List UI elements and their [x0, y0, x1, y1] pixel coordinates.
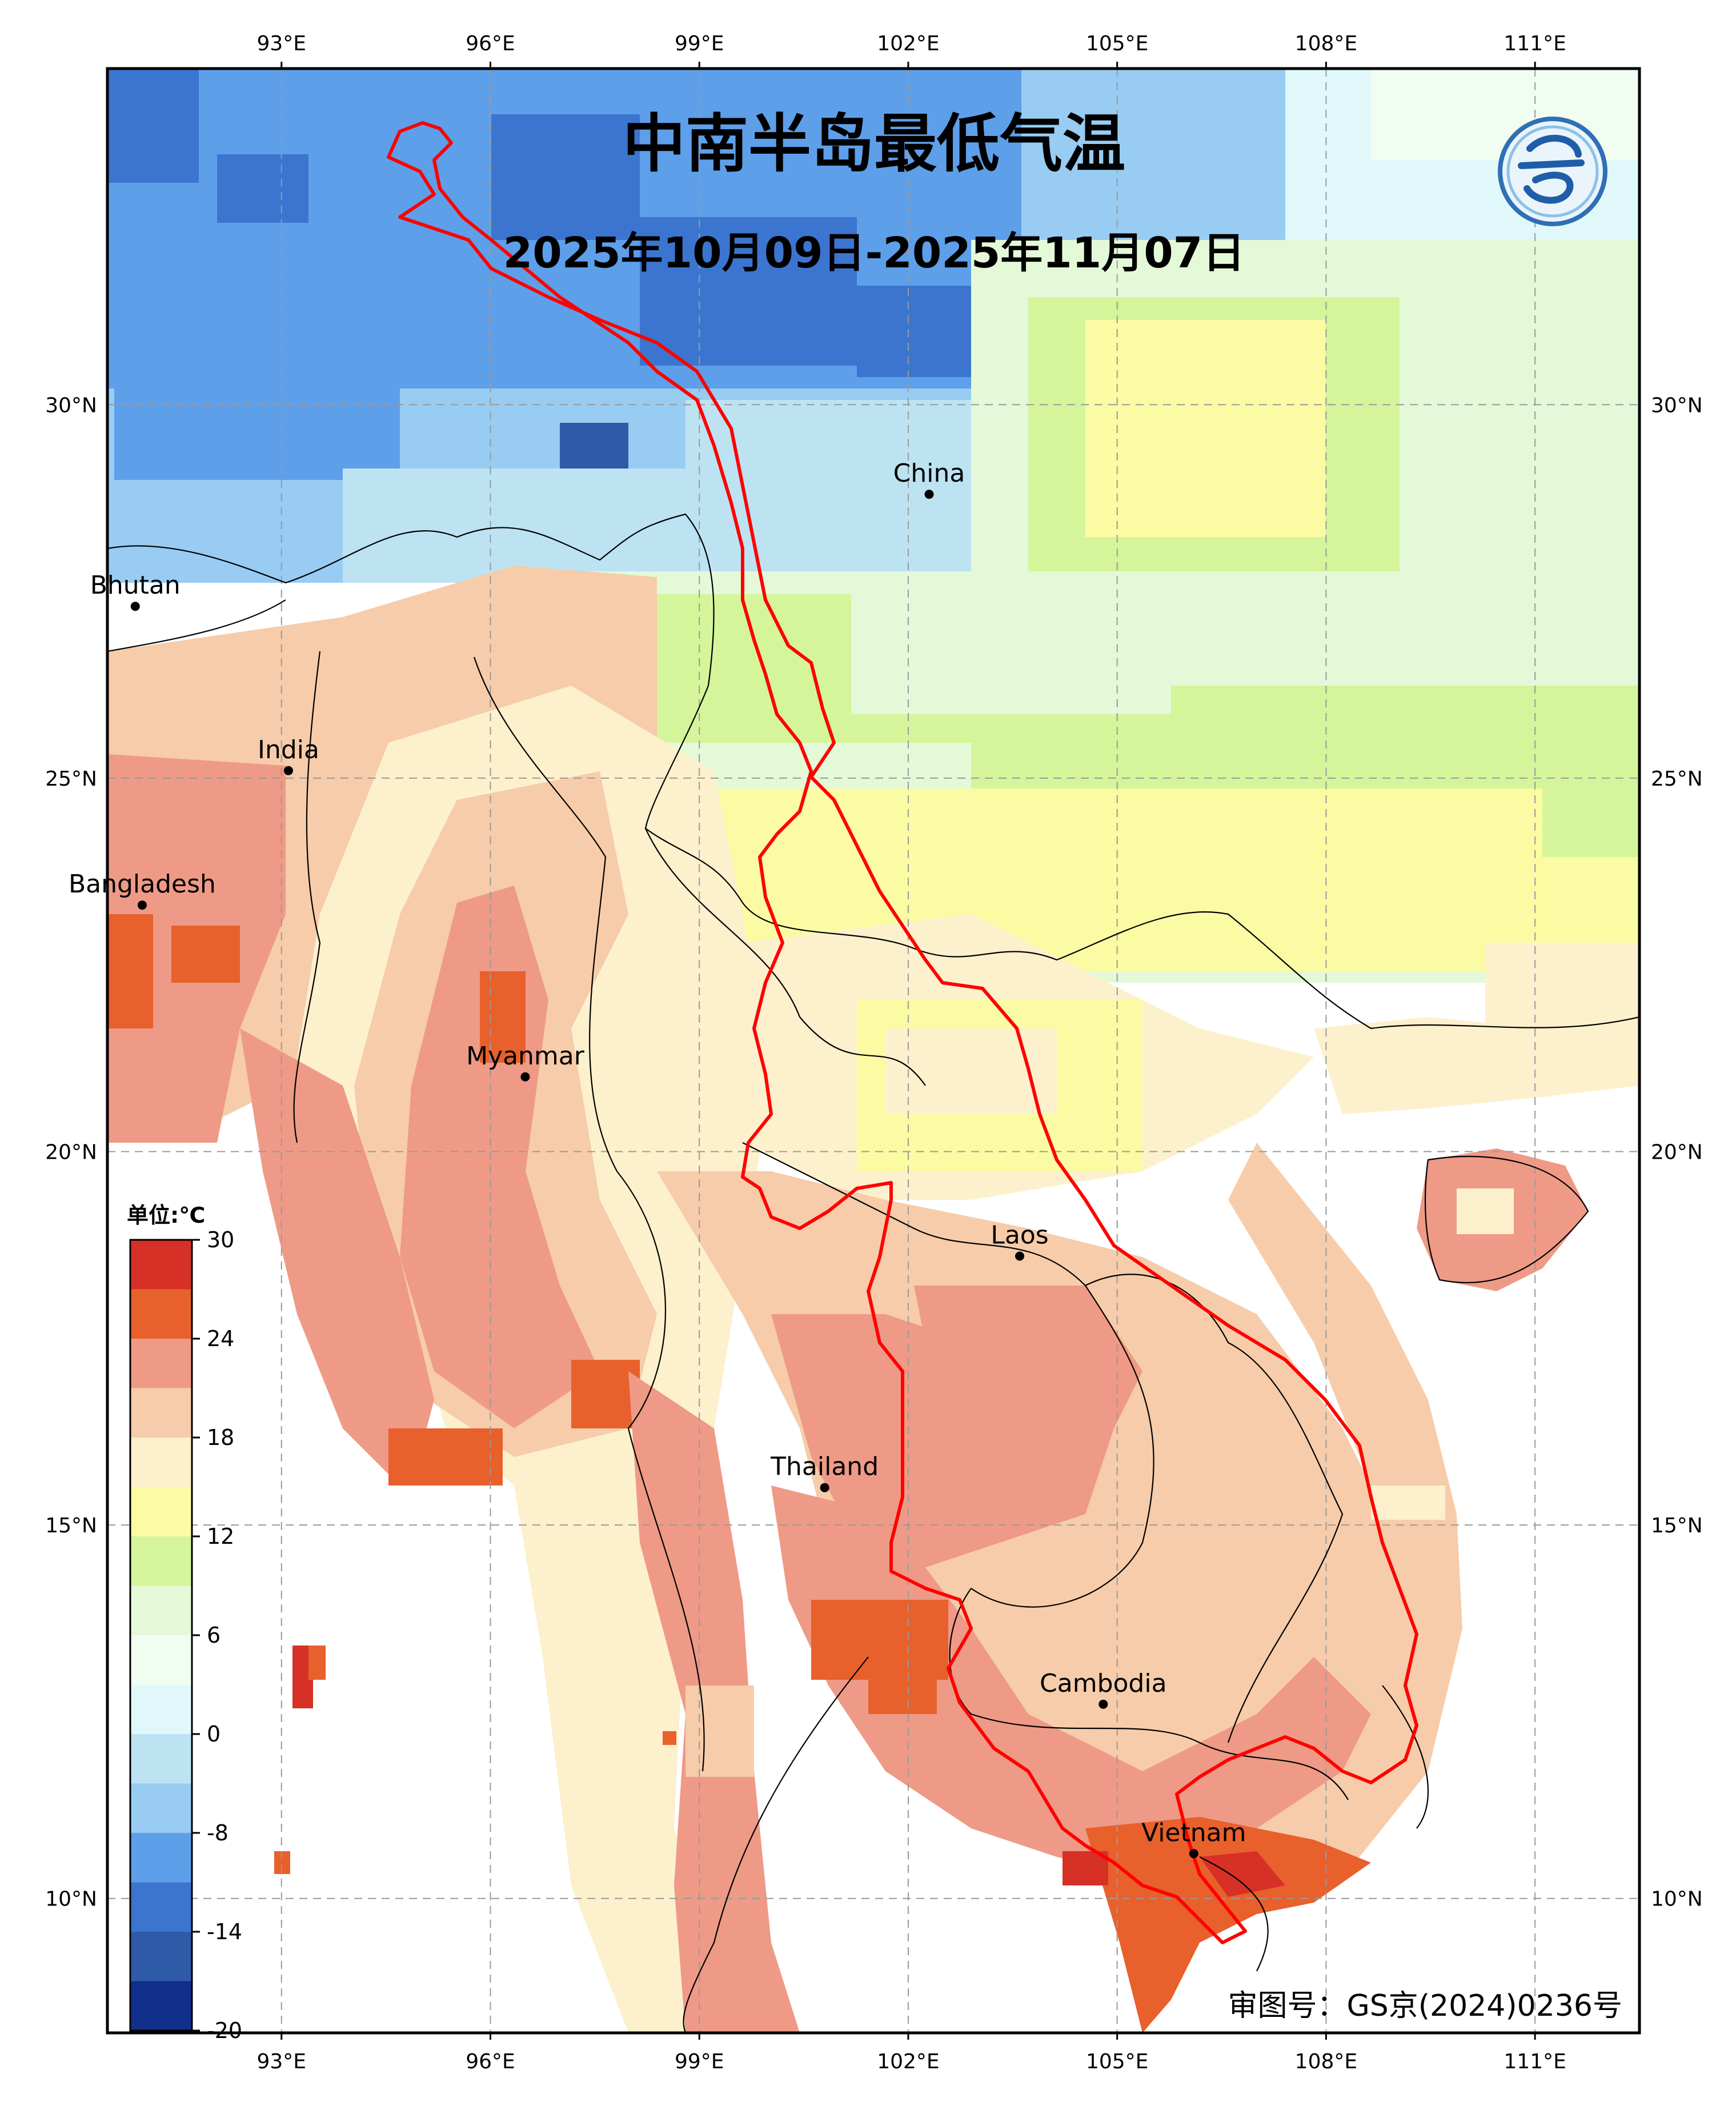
colorbar-swatch — [130, 1635, 192, 1685]
country-borders — [107, 513, 1639, 2033]
lat-tick-right: 25°N — [1651, 767, 1703, 791]
place-dot — [283, 766, 293, 775]
lon-tick-top: 111°E — [1504, 32, 1566, 55]
lat-tick-right: 15°N — [1651, 1514, 1703, 1538]
colorbar-swatch — [130, 1240, 192, 1290]
agency-logo — [1498, 117, 1607, 226]
colorbar-swatch — [130, 1487, 192, 1537]
colorbar-swatch — [130, 1536, 192, 1586]
place-dot — [137, 900, 147, 910]
lon-tick-top: 96°E — [466, 32, 515, 55]
lon-tick-bottom: 102°E — [877, 2050, 939, 2073]
warm-zone-fill — [107, 566, 800, 2033]
lat-tick-right: 30°N — [1651, 394, 1703, 417]
colorbar-tick-label: -14 — [207, 1919, 242, 1944]
place-dot — [924, 490, 934, 499]
place-label: Thailand — [770, 1452, 879, 1482]
lon-tick-bottom: 96°E — [466, 2050, 515, 2073]
place-label: China — [893, 459, 965, 488]
colorbar-swatch — [130, 1388, 192, 1438]
lat-tick-left: 20°N — [45, 1140, 97, 1164]
colorbar-tick-label: 0 — [207, 1721, 220, 1747]
colorbar: 单位:℃ 30 24 18 12 6 0 -8 -14 -20 — [127, 1203, 242, 2043]
colorbar-tick-label: 30 — [207, 1227, 234, 1252]
lon-tick-bottom: 93°E — [256, 2050, 306, 2073]
place-label: Bangladesh — [69, 870, 216, 899]
colorbar-tick-label: 24 — [207, 1326, 234, 1351]
place-dot — [820, 1483, 829, 1492]
map-title: 中南半岛最低气温 — [623, 107, 1125, 181]
colorbar-tick-label: 6 — [207, 1623, 220, 1648]
colorbar-tick-label: -8 — [207, 1820, 228, 1845]
colorbar-swatch — [130, 1586, 192, 1636]
place-label: India — [258, 735, 319, 764]
lon-tick-bottom: 111°E — [1504, 2050, 1566, 2073]
lon-tick-top: 108°E — [1295, 32, 1357, 55]
colorbar-swatch — [130, 1289, 192, 1339]
colorbar-swatch — [130, 1932, 192, 1981]
place-dot — [1098, 1699, 1108, 1709]
axis-ticks: 93°E 93°E 96°E 96°E 99°E 99°E 102°E 102°E 105°E 1… — [45, 32, 1703, 2073]
mekong-basin-outline — [387, 121, 1418, 1944]
lon-tick-bottom: 105°E — [1086, 2050, 1148, 2073]
graticule — [107, 69, 1639, 2033]
lon-tick-top: 102°E — [877, 32, 939, 55]
colorbar-tick-label: 12 — [207, 1524, 234, 1549]
lat-tick-right: 20°N — [1651, 1140, 1703, 1164]
lon-tick-bottom: 108°E — [1295, 2050, 1357, 2073]
place-dot — [130, 602, 140, 611]
lon-tick-top: 105°E — [1086, 32, 1148, 55]
colorbar-unit: 单位:℃ — [127, 1203, 205, 1228]
place-dot — [1015, 1251, 1025, 1261]
map-frame — [106, 67, 1641, 2035]
place-label: Myanmar — [466, 1042, 585, 1071]
place-label: Bhutan — [90, 571, 181, 600]
lat-tick-left: 25°N — [45, 767, 97, 791]
lon-tick-bottom: 99°E — [675, 2050, 724, 2073]
lat-tick-left: 10°N — [45, 1888, 97, 1911]
place-dot — [1189, 1849, 1198, 1859]
lon-tick-top: 93°E — [256, 32, 306, 55]
lat-tick-right: 10°N — [1651, 1888, 1703, 1911]
colorbar-swatch — [130, 1783, 192, 1833]
colorbar-swatch — [130, 1833, 192, 1883]
lon-tick-top: 99°E — [675, 32, 724, 55]
mild-zone-fill — [571, 240, 1639, 1086]
lat-tick-left: 30°N — [45, 394, 97, 417]
colorbar-swatch — [130, 1684, 192, 1735]
map-area — [107, 69, 1639, 2033]
lat-tick-left: 15°N — [45, 1514, 97, 1538]
approval-number: 审图号：GS京(2024)0236号 — [1228, 1989, 1622, 2023]
colorbar-tick-label: -20 — [207, 2018, 242, 2043]
colorbar-swatch — [130, 1981, 192, 2031]
colorbar-swatch — [130, 1734, 192, 1784]
map-subtitle: 2025年10月09日-2025年11月07日 — [503, 229, 1245, 278]
place-label: Laos — [991, 1220, 1048, 1250]
place-label: Cambodia — [1040, 1669, 1167, 1698]
place-label: Vietnam — [1141, 1818, 1246, 1847]
colorbar-swatch — [130, 1339, 192, 1388]
place-dot — [520, 1072, 530, 1082]
indochina-fill — [657, 914, 1639, 2033]
place-labels: China Bhutan India Bangladesh Myanmar Laos Tha… — [69, 459, 1246, 1859]
colorbar-swatch — [130, 1882, 192, 1932]
colorbar-swatch — [130, 1438, 192, 1487]
colorbar-tick-label: 18 — [207, 1425, 234, 1450]
